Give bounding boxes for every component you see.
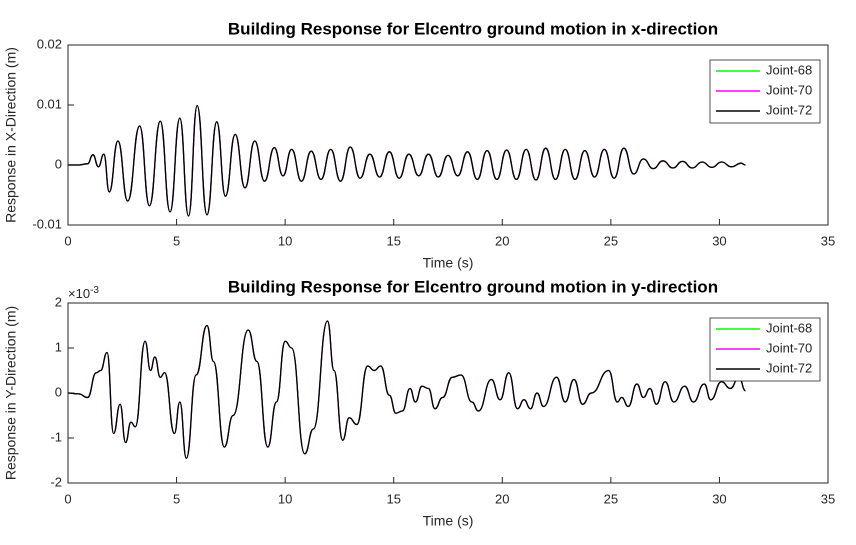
- x-tick-label: 15: [386, 491, 400, 506]
- legend-label: Joint-70: [766, 82, 812, 97]
- x-tick-label: 25: [604, 491, 618, 506]
- x-tick-label: 0: [64, 233, 71, 248]
- x-tick-label: 5: [173, 233, 180, 248]
- legend-label: Joint-70: [766, 340, 812, 355]
- legend-label: Joint-68: [766, 62, 812, 77]
- x-tick-label: 25: [604, 233, 618, 248]
- y-tick-label: 0: [55, 156, 62, 171]
- y-tick-label: 0: [55, 384, 62, 399]
- axis-exponent: ×10-3: [68, 285, 99, 302]
- x-tick-label: 30: [712, 233, 726, 248]
- x-tick-label: 20: [495, 233, 509, 248]
- x-tick-label: 15: [386, 233, 400, 248]
- axes-box: [67, 44, 829, 226]
- legend-label: Joint-72: [766, 360, 812, 375]
- y-tick-label: 1: [55, 339, 62, 354]
- series-line: [68, 104, 746, 217]
- y-tick-label: 2: [55, 294, 62, 309]
- y-axis-label: Response in X-Direction (m): [3, 47, 19, 223]
- exponent-power: -3: [90, 285, 99, 296]
- x-axis-label: Time (s): [423, 255, 474, 271]
- legend-label: Joint-72: [766, 102, 812, 117]
- x-tick-label: 0: [64, 491, 71, 506]
- y-axis-label: Response in Y-Direction (m): [3, 306, 19, 480]
- y-tick-label: -0.01: [32, 216, 62, 231]
- chart-title: Building Response for Elcentro ground mo…: [228, 277, 718, 296]
- legend-label: Joint-68: [766, 320, 812, 335]
- x-tick-label: 20: [495, 491, 509, 506]
- y-tick-label: 0.01: [37, 96, 62, 111]
- y-tick-label: -1: [50, 429, 62, 444]
- y-tick-label: -2: [50, 474, 62, 489]
- x-tick-label: 30: [712, 491, 726, 506]
- chart-title: Building Response for Elcentro ground mo…: [228, 19, 718, 38]
- y-tick-label: 0.02: [37, 36, 62, 51]
- exponent-base: ×10: [68, 286, 90, 301]
- series-line: [67, 320, 746, 459]
- x-tick-label: 5: [173, 491, 180, 506]
- x-tick-label: 35: [821, 491, 835, 506]
- x-axis-label: Time (s): [423, 513, 474, 529]
- x-tick-label: 10: [278, 491, 292, 506]
- x-tick-label: 10: [278, 233, 292, 248]
- x-tick-label: 35: [821, 233, 835, 248]
